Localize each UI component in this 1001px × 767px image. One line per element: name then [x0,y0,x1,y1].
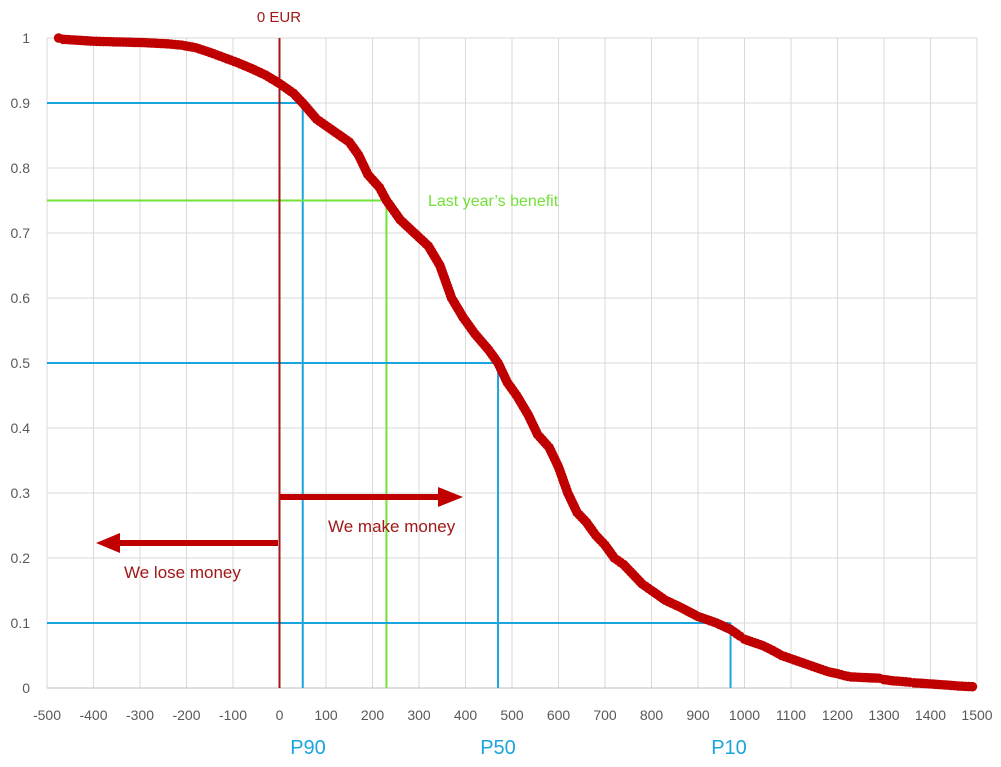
y-tick-label: 0.5 [11,355,31,371]
y-tick-label: 0.4 [11,420,31,436]
data-points [53,33,978,692]
x-tick-label: 1000 [729,707,760,723]
data-point [967,681,978,692]
we-make-money-label: We make money [328,517,456,536]
y-tick-label: 0 [22,680,30,696]
y-tick-label: 0.9 [11,95,31,111]
y-tick-label: 1 [22,30,30,46]
x-tick-label: 100 [314,707,338,723]
we-lose-money-label: We lose money [124,563,241,582]
y-tick-label: 0.6 [11,290,31,306]
x-tick-label: 1400 [915,707,946,723]
y-tick-label: 0.7 [11,225,31,241]
x-tick-label: 1500 [961,707,992,723]
zero-eur-label: 0 EUR [257,9,301,26]
y-tick-label: 0.3 [11,485,31,501]
x-tick-label: 1200 [822,707,853,723]
x-tick-label: 400 [454,707,478,723]
x-tick-label: -200 [172,707,200,723]
p50-label: P50 [480,737,516,759]
x-tick-label: 700 [593,707,617,723]
x-tick-label: -500 [33,707,61,723]
x-tick-label: -100 [219,707,247,723]
x-tick-label: 0 [276,707,284,723]
x-tick-label: 600 [547,707,571,723]
x-tick-label: 200 [361,707,385,723]
reference-lines [47,38,732,688]
x-tick-label: -400 [79,707,107,723]
y-axis-tick-labels: 0 0.1 0.2 0.3 0.4 0.5 0.6 0.7 0.8 0.9 1 [11,30,31,696]
p10-label: P10 [711,737,747,759]
x-axis-tick-labels: -500 -400 -300 -200 -100 0 100 200 300 400 500 600 7… [33,707,993,723]
lose-money-arrow-head [96,533,120,553]
p90-label: P90 [290,737,326,759]
x-tick-label: 900 [686,707,710,723]
x-tick-label: -300 [126,707,154,723]
x-tick-label: 500 [500,707,524,723]
x-tick-label: 300 [407,707,431,723]
make-money-arrow-head [438,487,463,507]
last-year-benefit-label: Last year’s benefit [428,193,559,210]
y-tick-label: 0.1 [11,615,31,631]
y-tick-label: 0.2 [11,550,31,566]
x-tick-label: 1100 [776,707,806,723]
annotation-arrows [96,487,463,553]
x-tick-label: 800 [640,707,664,723]
x-tick-label: 1300 [868,707,899,723]
y-tick-label: 0.8 [11,160,31,176]
